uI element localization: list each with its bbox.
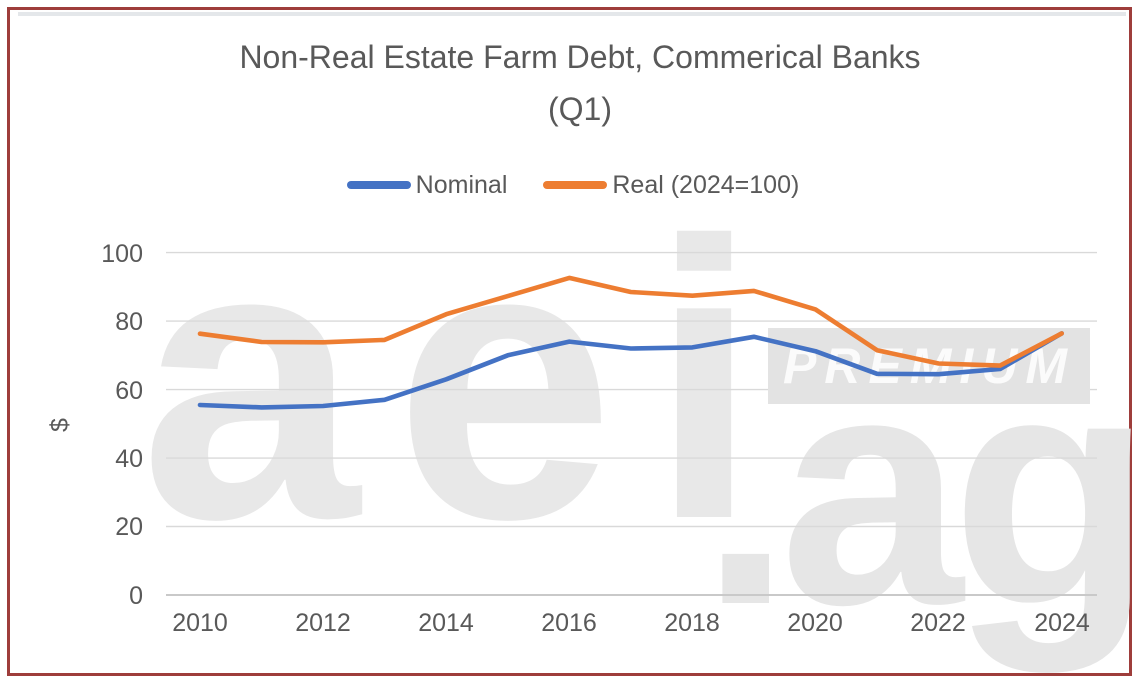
y-axis-title: $ xyxy=(46,418,74,432)
x-tick-2018: 2018 xyxy=(664,609,720,637)
real-line xyxy=(197,275,1064,368)
legend-label-nominal: Nominal xyxy=(415,170,508,199)
legend-item-nominal: Nominal xyxy=(346,170,508,200)
x-tick-2024: 2024 xyxy=(1034,609,1090,637)
x-tick-2016: 2016 xyxy=(541,609,597,637)
legend-label-real: Real (2024=100) xyxy=(612,170,800,199)
frame-inner-shadow xyxy=(18,12,1126,16)
nominal-line xyxy=(197,331,1064,410)
y-tick-20: 20 xyxy=(115,513,143,541)
legend: Nominal Real (2024=100) xyxy=(173,170,973,200)
y-tick-80: 80 xyxy=(115,308,143,336)
premium-badge-label: PREMIUM xyxy=(782,338,1076,394)
x-tick-2022: 2022 xyxy=(910,609,966,637)
x-tick-2012: 2012 xyxy=(295,609,351,637)
legend-item-real: Real (2024=100) xyxy=(543,171,799,200)
premium-badge: PREMIUM xyxy=(768,328,1090,404)
y-tick-0: 0 xyxy=(129,582,143,610)
chart-title-line2: (Q1) xyxy=(548,91,612,127)
real-line-swatch-icon xyxy=(543,181,608,189)
chart-title-line1: Non-Real Estate Farm Debt, Commerical Ba… xyxy=(239,39,921,75)
x-tick-2010: 2010 xyxy=(172,609,228,637)
y-tick-100: 100 xyxy=(101,240,143,268)
x-tick-2014: 2014 xyxy=(418,609,474,637)
y-tick-60: 60 xyxy=(115,377,143,405)
y-tick-40: 40 xyxy=(115,445,143,473)
x-tick-2020: 2020 xyxy=(787,609,843,637)
nominal-line-swatch-icon xyxy=(346,181,411,189)
